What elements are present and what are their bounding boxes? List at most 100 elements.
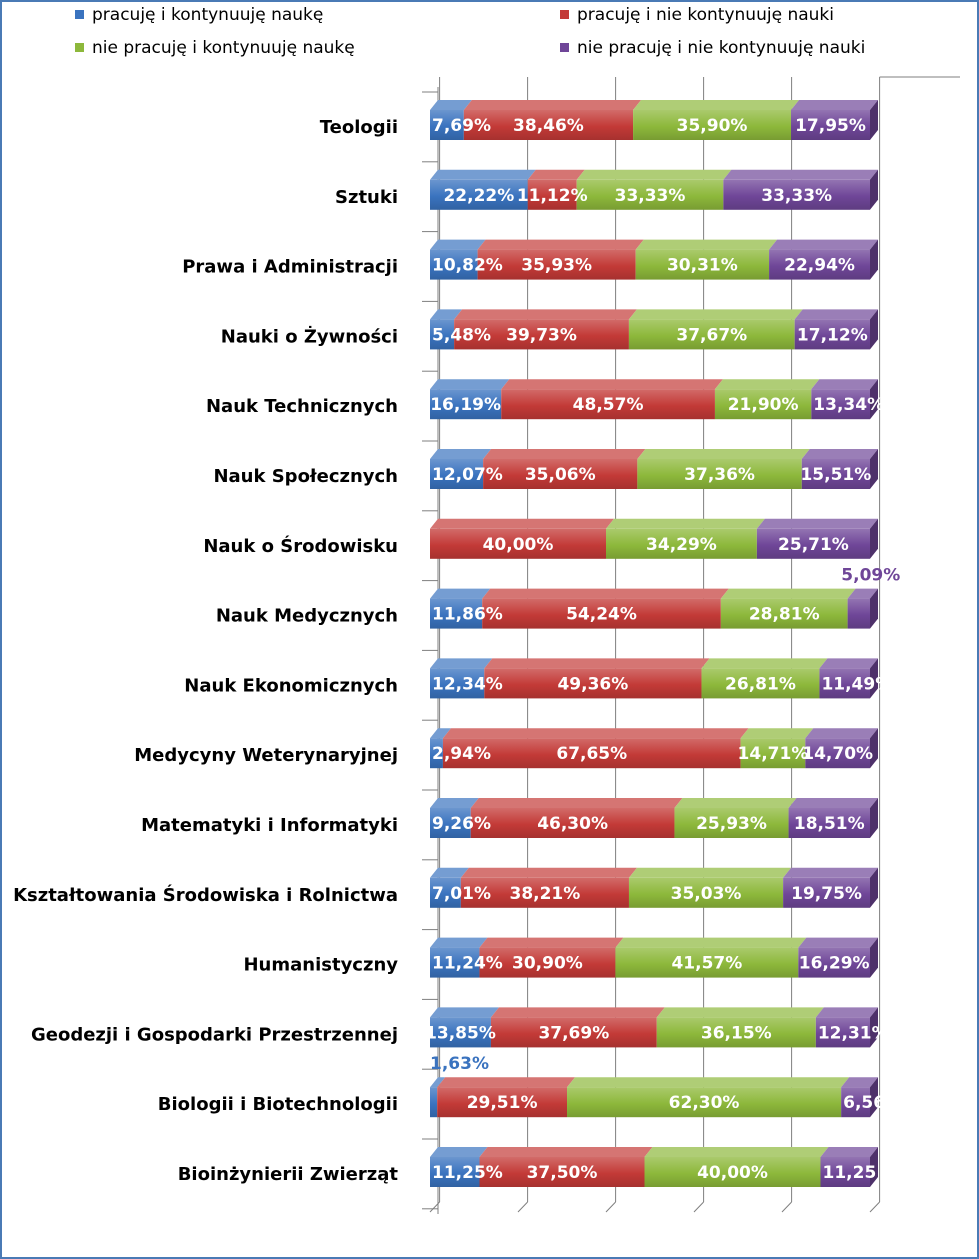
- bar-front-face: [635, 249, 770, 280]
- data-label: 40,00%: [483, 535, 554, 555]
- bar-front-face: [437, 1087, 568, 1118]
- bar-top-face: [720, 588, 856, 599]
- bar-top-face: [470, 798, 683, 808]
- data-label: 10,82%: [432, 256, 503, 276]
- data-label: 11,49%: [821, 674, 892, 694]
- legend-entry: nie pracuję i nie kontynuuję nauki: [577, 38, 865, 58]
- bar-front-face: [798, 947, 870, 978]
- category-label: Nauk Społecznych: [213, 466, 398, 487]
- bar-top-face: [633, 100, 800, 110]
- category-label: Sztuki: [335, 187, 398, 208]
- data-label: 21,90%: [728, 395, 799, 415]
- legend-swatch: [75, 10, 84, 19]
- data-label: 37,36%: [684, 465, 755, 485]
- bar-segment: [430, 518, 614, 559]
- category-label: Matematyki i Informatyki: [141, 815, 398, 836]
- bar-front-face: [430, 179, 528, 210]
- bar-side-face: [870, 937, 878, 978]
- bar-top-face: [430, 658, 493, 669]
- bar-side-face: [870, 1147, 878, 1187]
- bar-front-face: [442, 738, 741, 769]
- bar-segment: [460, 867, 637, 908]
- bar-top-face: [430, 937, 488, 948]
- bar-front-face: [490, 1017, 657, 1048]
- bar-front-face: [430, 738, 443, 769]
- data-label: 39,73%: [506, 325, 577, 345]
- legend-entry: pracuję i nie kontynuuję nauki: [577, 5, 834, 25]
- bar-segment: [430, 867, 469, 908]
- bar-segment: [811, 379, 878, 420]
- bar-segment: [430, 728, 451, 769]
- bar-segment: [470, 798, 683, 838]
- data-label: 5,48%: [432, 325, 491, 345]
- bar-front-face: [430, 1157, 480, 1187]
- bar-segment: [628, 309, 803, 350]
- bar-segment: [633, 100, 800, 140]
- bar-top-face: [483, 449, 646, 459]
- data-label: 35,90%: [677, 116, 748, 136]
- bar-side-face: [870, 239, 878, 280]
- bar-front-face: [791, 110, 870, 140]
- bar-front-face: [756, 528, 870, 559]
- data-label: 38,21%: [509, 884, 580, 904]
- data-label: 7,01%: [432, 884, 491, 904]
- data-label: 11,86%: [432, 605, 503, 625]
- bar-front-face: [567, 1087, 842, 1118]
- bar-top-face: [723, 169, 878, 180]
- bar-segment: [430, 449, 492, 489]
- bar-top-face: [479, 1147, 653, 1157]
- bar-segment: [841, 1077, 878, 1118]
- bar-top-face: [454, 309, 637, 320]
- bar-top-face: [847, 588, 878, 599]
- data-label: 19,75%: [791, 884, 862, 904]
- data-label: 11,25: [823, 1163, 877, 1183]
- bar-top-face: [501, 379, 723, 390]
- bar-side-face: [870, 588, 878, 629]
- grid-floor-tick: [693, 1201, 704, 1213]
- bar-segment: [801, 449, 878, 489]
- bar-front-face: [463, 110, 634, 140]
- bar-segment: [635, 239, 778, 280]
- data-label: 14,70%: [802, 744, 873, 764]
- bar-segment: [430, 1007, 499, 1048]
- bar-top-face: [644, 1147, 829, 1157]
- bar-front-face: [430, 947, 480, 978]
- bar-front-face: [847, 598, 870, 629]
- data-label: 16,19%: [430, 395, 501, 415]
- bar-front-face: [769, 249, 870, 280]
- bar-top-face: [769, 239, 878, 250]
- bar-front-face: [477, 249, 636, 280]
- bar-segment: [820, 1147, 878, 1187]
- bar-front-face: [633, 110, 792, 140]
- bar-front-face: [815, 1017, 870, 1048]
- bar-top-face: [482, 588, 729, 599]
- bar-top-face: [442, 728, 749, 739]
- data-label: 25,71%: [778, 535, 849, 555]
- data-label: 33,33%: [761, 186, 832, 206]
- bar-front-face: [527, 179, 577, 210]
- bar-front-face: [430, 459, 484, 489]
- bar-segment: [430, 100, 472, 140]
- grid-floor-tick: [605, 1201, 616, 1213]
- bar-segment: [430, 588, 491, 629]
- bar-segment: [791, 100, 878, 140]
- bar-segment: [430, 309, 463, 350]
- category-label: Geodezji i Gospodarki Przestrzennej: [31, 1024, 398, 1045]
- bar-top-face: [430, 588, 491, 599]
- data-label: 6,56: [843, 1093, 885, 1113]
- data-label: 16,29%: [799, 954, 870, 974]
- data-label: 5,09%: [841, 566, 900, 586]
- category-label: Humanistyczny: [243, 955, 398, 976]
- data-label: 33,33%: [615, 186, 686, 206]
- bar-segment: [783, 867, 878, 908]
- data-label: 17,95%: [795, 116, 866, 136]
- category-label: Bioinżynierii Zwierząt: [178, 1164, 399, 1185]
- bar-top-face: [714, 379, 820, 390]
- bar-top-face: [430, 798, 479, 808]
- data-label: 62,30%: [669, 1093, 740, 1113]
- bar-top-face: [430, 309, 463, 320]
- bar-segment: [463, 100, 642, 140]
- data-label: 18,51%: [794, 814, 865, 834]
- bar-front-face: [788, 808, 870, 838]
